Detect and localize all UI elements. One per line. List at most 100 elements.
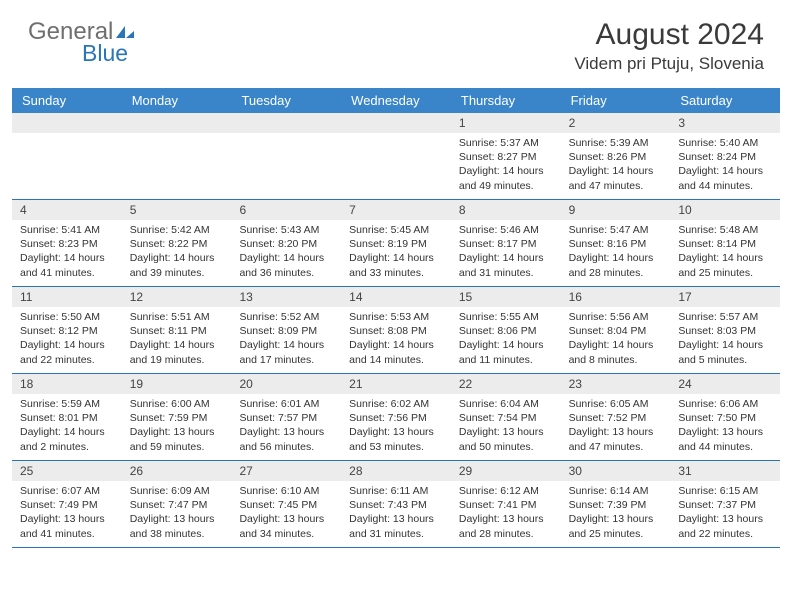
sunset-text: Sunset: 8:16 PM [569,237,663,251]
date-number: 23 [561,374,671,394]
sunset-text: Sunset: 7:52 PM [569,411,663,425]
sunrise-text: Sunrise: 6:12 AM [459,484,553,498]
calendar-day: 30Sunrise: 6:14 AMSunset: 7:39 PMDayligh… [561,461,671,547]
day-details: Sunrise: 5:48 AMSunset: 8:14 PMDaylight:… [670,220,780,283]
day-details: Sunrise: 6:12 AMSunset: 7:41 PMDaylight:… [451,481,561,544]
calendar-week: 11Sunrise: 5:50 AMSunset: 8:12 PMDayligh… [12,287,780,374]
date-number: 11 [12,287,122,307]
daylight-text: Daylight: 13 hours and 53 minutes. [349,425,443,453]
sunset-text: Sunset: 8:26 PM [569,150,663,164]
date-number: 12 [122,287,232,307]
date-number: 1 [451,113,561,133]
date-number: 7 [341,200,451,220]
calendar-day: 13Sunrise: 5:52 AMSunset: 8:09 PMDayligh… [231,287,341,373]
daylight-text: Daylight: 14 hours and 25 minutes. [678,251,772,279]
weekday-header: Sunday [12,88,122,113]
sunset-text: Sunset: 8:03 PM [678,324,772,338]
sunset-text: Sunset: 8:27 PM [459,150,553,164]
calendar-week: 4Sunrise: 5:41 AMSunset: 8:23 PMDaylight… [12,200,780,287]
sunset-text: Sunset: 7:50 PM [678,411,772,425]
calendar-day [12,113,122,199]
day-details: Sunrise: 6:02 AMSunset: 7:56 PMDaylight:… [341,394,451,457]
calendar-day: 12Sunrise: 5:51 AMSunset: 8:11 PMDayligh… [122,287,232,373]
sunrise-text: Sunrise: 5:43 AM [239,223,333,237]
daylight-text: Daylight: 13 hours and 41 minutes. [20,512,114,540]
calendar-day: 27Sunrise: 6:10 AMSunset: 7:45 PMDayligh… [231,461,341,547]
date-number: 26 [122,461,232,481]
daylight-text: Daylight: 14 hours and 17 minutes. [239,338,333,366]
sunrise-text: Sunrise: 6:09 AM [130,484,224,498]
calendar-day: 11Sunrise: 5:50 AMSunset: 8:12 PMDayligh… [12,287,122,373]
day-details: Sunrise: 5:50 AMSunset: 8:12 PMDaylight:… [12,307,122,370]
date-number: 9 [561,200,671,220]
day-details: Sunrise: 5:39 AMSunset: 8:26 PMDaylight:… [561,133,671,196]
day-details: Sunrise: 6:06 AMSunset: 7:50 PMDaylight:… [670,394,780,457]
sunrise-text: Sunrise: 5:37 AM [459,136,553,150]
date-number: 21 [341,374,451,394]
sunset-text: Sunset: 8:08 PM [349,324,443,338]
day-details: Sunrise: 5:46 AMSunset: 8:17 PMDaylight:… [451,220,561,283]
day-details: Sunrise: 5:55 AMSunset: 8:06 PMDaylight:… [451,307,561,370]
calendar-day: 29Sunrise: 6:12 AMSunset: 7:41 PMDayligh… [451,461,561,547]
sunset-text: Sunset: 8:14 PM [678,237,772,251]
sunset-text: Sunset: 8:19 PM [349,237,443,251]
sunset-text: Sunset: 7:49 PM [20,498,114,512]
location: Videm pri Ptuju, Slovenia [574,54,764,74]
daylight-text: Daylight: 14 hours and 49 minutes. [459,164,553,192]
daylight-text: Daylight: 14 hours and 47 minutes. [569,164,663,192]
day-details: Sunrise: 5:51 AMSunset: 8:11 PMDaylight:… [122,307,232,370]
daylight-text: Daylight: 13 hours and 47 minutes. [569,425,663,453]
date-number [122,113,232,133]
calendar-day: 6Sunrise: 5:43 AMSunset: 8:20 PMDaylight… [231,200,341,286]
daylight-text: Daylight: 14 hours and 2 minutes. [20,425,114,453]
day-details: Sunrise: 6:04 AMSunset: 7:54 PMDaylight:… [451,394,561,457]
sunrise-text: Sunrise: 6:01 AM [239,397,333,411]
daylight-text: Daylight: 14 hours and 33 minutes. [349,251,443,279]
date-number: 18 [12,374,122,394]
sunrise-text: Sunrise: 5:56 AM [569,310,663,324]
calendar-day: 2Sunrise: 5:39 AMSunset: 8:26 PMDaylight… [561,113,671,199]
day-details: Sunrise: 5:43 AMSunset: 8:20 PMDaylight:… [231,220,341,283]
calendar-day: 9Sunrise: 5:47 AMSunset: 8:16 PMDaylight… [561,200,671,286]
sunrise-text: Sunrise: 5:50 AM [20,310,114,324]
calendar-day: 15Sunrise: 5:55 AMSunset: 8:06 PMDayligh… [451,287,561,373]
sunrise-text: Sunrise: 6:06 AM [678,397,772,411]
weekday-header: Friday [561,88,671,113]
sunrise-text: Sunrise: 6:14 AM [569,484,663,498]
day-details: Sunrise: 5:59 AMSunset: 8:01 PMDaylight:… [12,394,122,457]
weekday-header: Monday [122,88,232,113]
sunrise-text: Sunrise: 5:41 AM [20,223,114,237]
daylight-text: Daylight: 14 hours and 14 minutes. [349,338,443,366]
month-title: August 2024 [574,18,764,52]
sunset-text: Sunset: 7:59 PM [130,411,224,425]
calendar-day: 17Sunrise: 5:57 AMSunset: 8:03 PMDayligh… [670,287,780,373]
sunrise-text: Sunrise: 5:39 AM [569,136,663,150]
day-details: Sunrise: 5:57 AMSunset: 8:03 PMDaylight:… [670,307,780,370]
calendar-day: 28Sunrise: 6:11 AMSunset: 7:43 PMDayligh… [341,461,451,547]
day-details: Sunrise: 6:07 AMSunset: 7:49 PMDaylight:… [12,481,122,544]
sunrise-text: Sunrise: 5:52 AM [239,310,333,324]
calendar-day: 7Sunrise: 5:45 AMSunset: 8:19 PMDaylight… [341,200,451,286]
sunset-text: Sunset: 8:22 PM [130,237,224,251]
day-details: Sunrise: 6:14 AMSunset: 7:39 PMDaylight:… [561,481,671,544]
date-number: 22 [451,374,561,394]
calendar-day: 24Sunrise: 6:06 AMSunset: 7:50 PMDayligh… [670,374,780,460]
daylight-text: Daylight: 13 hours and 28 minutes. [459,512,553,540]
calendar-week: 1Sunrise: 5:37 AMSunset: 8:27 PMDaylight… [12,113,780,200]
daylight-text: Daylight: 14 hours and 22 minutes. [20,338,114,366]
logo: General Blue [28,18,136,67]
date-number: 2 [561,113,671,133]
logo-sail-icon [114,25,136,39]
date-number: 30 [561,461,671,481]
sunrise-text: Sunrise: 6:07 AM [20,484,114,498]
sunset-text: Sunset: 8:20 PM [239,237,333,251]
calendar-day: 14Sunrise: 5:53 AMSunset: 8:08 PMDayligh… [341,287,451,373]
daylight-text: Daylight: 14 hours and 39 minutes. [130,251,224,279]
sunset-text: Sunset: 7:41 PM [459,498,553,512]
calendar-day: 18Sunrise: 5:59 AMSunset: 8:01 PMDayligh… [12,374,122,460]
weekday-header: Saturday [670,88,780,113]
calendar-day: 1 Sunrise: 5:37 AMSunset: 8:27 PMDaylight… [451,113,561,199]
sunrise-text: Sunrise: 5:53 AM [349,310,443,324]
date-number: 29 [451,461,561,481]
day-details: Sunrise: 5:52 AMSunset: 8:09 PMDaylight:… [231,307,341,370]
